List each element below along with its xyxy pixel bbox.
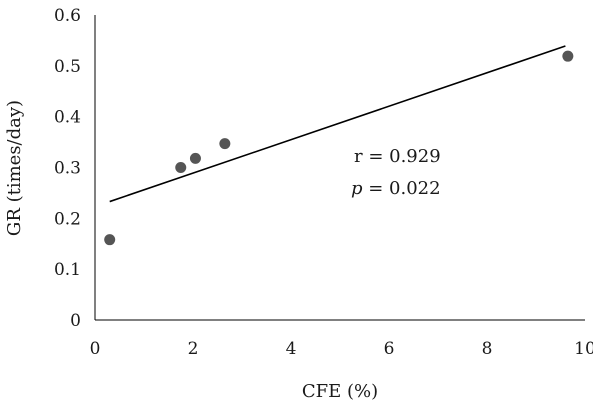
data-point [189,152,201,164]
data-point [175,162,187,173]
y-tick-label: 0.5 [54,57,81,77]
x-tick-label: 6 [384,339,395,359]
trendline [109,45,566,203]
p-value-text: = 0.022 [363,178,441,199]
data-point [562,50,574,62]
p-symbol: p [351,178,363,199]
data-point [219,138,231,150]
y-tick-label: 0.6 [54,6,81,26]
y-tick-label: 0.2 [54,209,81,229]
y-tick-label: 0.3 [54,159,81,179]
data-point [104,234,116,246]
p-value-annotation: p = 0.022 [351,178,441,199]
x-tick-labels: 0 2 4 6 8 10 [90,339,593,359]
data-points [104,50,574,246]
x-axis-label: CFE (%) [302,381,378,402]
y-axis-label: GR (times/day) [4,100,25,236]
x-tick-label: 8 [482,339,493,359]
y-tick-label: 0.4 [54,108,81,128]
correlation-annotation: r = 0.929 [354,146,441,167]
x-tick-label: 4 [286,339,297,359]
x-tick-label: 2 [188,339,199,359]
y-tick-label: 0 [70,311,81,331]
x-tick-label: 0 [90,339,101,359]
trendline-group [109,45,566,203]
y-tick-labels: 0 0.1 0.2 0.3 0.4 0.5 0.6 [54,6,81,331]
y-tick-label: 0.1 [54,260,81,280]
axes [94,15,585,321]
x-tick-label: 10 [574,339,593,359]
